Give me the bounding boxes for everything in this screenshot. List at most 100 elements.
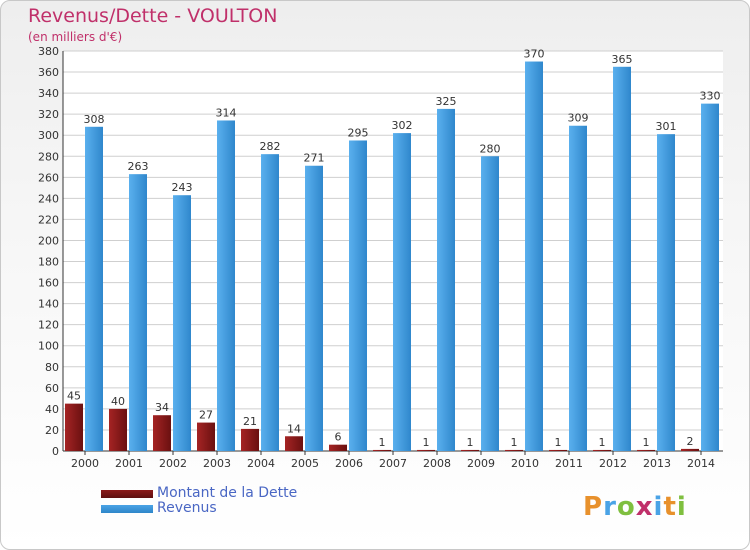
y-tick-label: 360 (38, 66, 59, 79)
x-tick-label: 2014 (687, 457, 715, 470)
data-label-revenus: 365 (612, 53, 633, 66)
y-tick-label: 180 (38, 256, 59, 269)
x-tick-label: 2011 (555, 457, 583, 470)
bar-revenus (657, 134, 675, 451)
x-tick-label: 2012 (599, 457, 627, 470)
x-tick-label: 2001 (115, 457, 143, 470)
data-label-dette: 1 (423, 436, 430, 449)
x-tick-label: 2009 (467, 457, 495, 470)
bar-dette (329, 445, 347, 451)
data-label-revenus: 308 (84, 113, 105, 126)
bar-revenus (525, 62, 543, 451)
data-label-revenus: 243 (172, 181, 193, 194)
bar-dette (637, 450, 655, 451)
y-tick-label: 320 (38, 108, 59, 121)
data-label-dette: 21 (243, 415, 257, 428)
bar-dette (681, 449, 699, 451)
data-label-revenus: 282 (260, 140, 281, 153)
bar-dette (505, 450, 523, 451)
y-tick-label: 100 (38, 340, 59, 353)
y-tick-label: 140 (38, 298, 59, 311)
bar-revenus (569, 126, 587, 451)
y-tick-label: 160 (38, 277, 59, 290)
y-tick-label: 240 (38, 192, 59, 205)
data-label-revenus: 309 (568, 112, 589, 125)
bar-dette (593, 450, 611, 451)
data-label-revenus: 295 (348, 126, 369, 139)
bar-revenus (305, 166, 323, 451)
y-tick-label: 60 (45, 382, 59, 395)
data-label-dette: 40 (111, 395, 125, 408)
data-label-revenus: 280 (480, 142, 501, 155)
data-label-dette: 6 (335, 431, 342, 444)
data-label-revenus: 325 (436, 95, 457, 108)
bar-dette (241, 429, 259, 451)
data-label-revenus: 330 (700, 90, 721, 103)
x-tick-label: 2002 (159, 457, 187, 470)
bar-dette (549, 450, 567, 451)
bar-dette (373, 450, 391, 451)
x-tick-label: 2000 (71, 457, 99, 470)
proxiti-logo: Proxiti (581, 488, 691, 522)
y-tick-label: 40 (45, 403, 59, 416)
x-tick-label: 2006 (335, 457, 363, 470)
data-label-dette: 1 (379, 436, 386, 449)
x-tick-label: 2004 (247, 457, 275, 470)
bar-revenus (261, 154, 279, 451)
y-tick-label: 20 (45, 424, 59, 437)
x-tick-label: 2008 (423, 457, 451, 470)
bar-dette (153, 415, 171, 451)
data-label-revenus: 302 (392, 119, 413, 132)
y-tick-label: 0 (52, 445, 59, 458)
data-label-dette: 34 (155, 401, 169, 414)
bar-revenus (393, 133, 411, 451)
data-label-dette: 45 (67, 390, 81, 403)
bar-dette (65, 404, 83, 451)
y-tick-label: 260 (38, 171, 59, 184)
bar-revenus (217, 120, 235, 451)
legend-label-revenus: Revenus (157, 501, 217, 516)
bar-revenus (481, 156, 499, 451)
data-label-dette: 1 (599, 436, 606, 449)
bar-chart: 0204060801001201401601802002202402602803… (1, 1, 749, 549)
bar-dette (285, 436, 303, 451)
bar-revenus (173, 195, 191, 451)
bar-dette (417, 450, 435, 451)
legend-swatch-dette (101, 490, 153, 498)
data-label-revenus: 263 (128, 160, 149, 173)
svg-text:Proxiti: Proxiti (583, 492, 687, 522)
y-tick-label: 380 (38, 45, 59, 58)
data-label-revenus: 314 (216, 106, 237, 119)
data-label-dette: 1 (555, 436, 562, 449)
y-tick-label: 340 (38, 87, 59, 100)
legend-label-dette: Montant de la Dette (157, 486, 297, 501)
data-label-dette: 1 (511, 436, 518, 449)
bar-dette (197, 423, 215, 451)
bar-dette (461, 450, 479, 451)
y-tick-label: 220 (38, 213, 59, 226)
data-label-revenus: 301 (656, 120, 677, 133)
data-label-dette: 27 (199, 409, 213, 422)
y-tick-label: 280 (38, 150, 59, 163)
y-tick-label: 120 (38, 319, 59, 332)
legend-swatch-revenus (101, 505, 153, 513)
y-tick-label: 80 (45, 361, 59, 374)
x-tick-label: 2007 (379, 457, 407, 470)
bar-dette (109, 409, 127, 451)
x-tick-label: 2003 (203, 457, 231, 470)
chart-frame: Revenus/Dette - VOULTON (en milliers d'€… (0, 0, 750, 550)
data-label-dette: 1 (467, 436, 474, 449)
data-label-revenus: 370 (524, 48, 545, 61)
x-tick-label: 2013 (643, 457, 671, 470)
x-tick-label: 2010 (511, 457, 539, 470)
data-label-dette: 14 (287, 422, 301, 435)
bar-revenus (129, 174, 147, 451)
data-label-revenus: 271 (304, 152, 325, 165)
bar-revenus (701, 104, 719, 451)
x-tick-label: 2005 (291, 457, 319, 470)
y-tick-label: 200 (38, 234, 59, 247)
data-label-dette: 2 (687, 435, 694, 448)
data-label-dette: 1 (643, 436, 650, 449)
bar-revenus (613, 67, 631, 451)
bar-revenus (437, 109, 455, 451)
